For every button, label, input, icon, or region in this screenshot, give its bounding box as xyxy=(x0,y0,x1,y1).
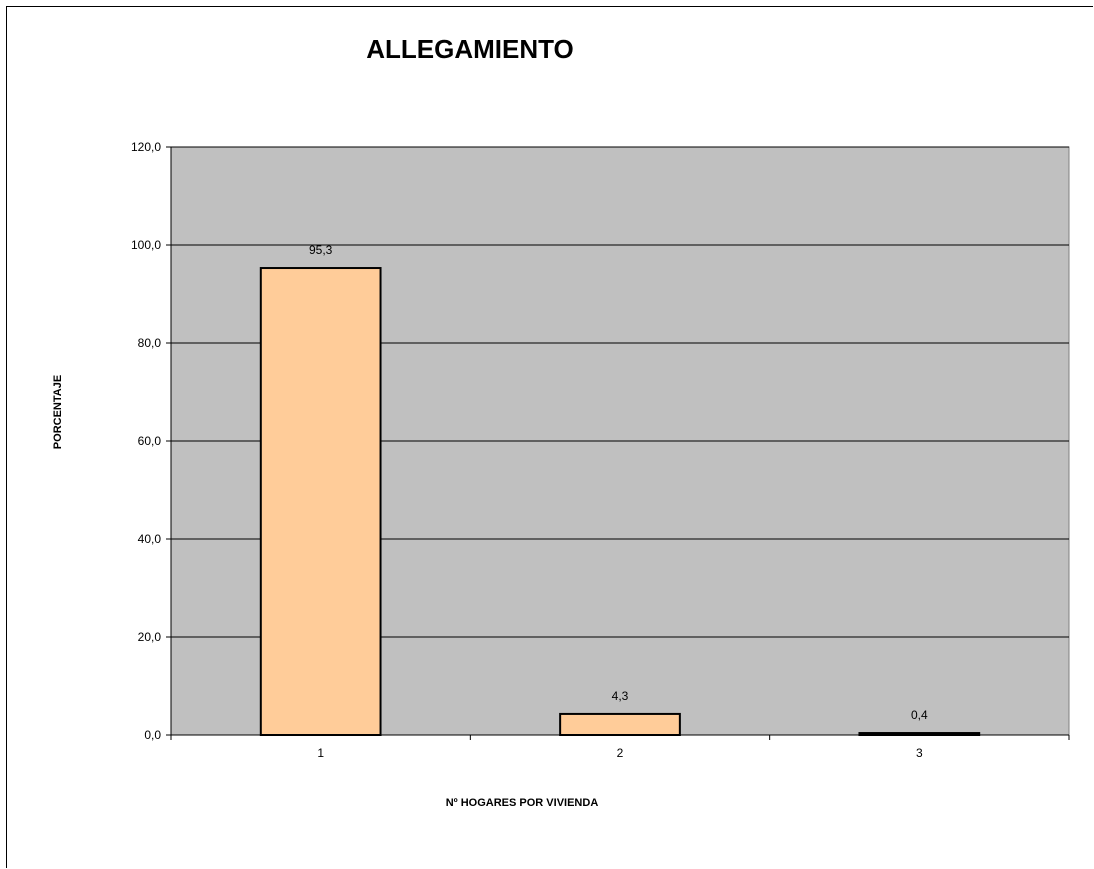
data-label: 95,3 xyxy=(309,243,333,257)
chart-title: ALLEGAMIENTO xyxy=(366,34,574,64)
data-label: 4,3 xyxy=(612,689,629,703)
y-tick-label: 60,0 xyxy=(138,434,162,448)
y-tick-label: 120,0 xyxy=(131,140,161,154)
x-tick-label: 2 xyxy=(617,746,624,760)
y-tick-label: 100,0 xyxy=(131,238,161,252)
x-axis: 1 2 3 xyxy=(170,734,1070,760)
bar xyxy=(559,712,681,736)
y-tick-label: 80,0 xyxy=(138,336,162,350)
data-labels: 95,3 4,3 0,4 xyxy=(309,243,928,722)
y-tick-label: 20,0 xyxy=(138,630,162,644)
x-tick-label: 1 xyxy=(317,746,324,760)
y-axis-title: PORCENTAJE xyxy=(52,375,64,449)
x-axis-title: Nº HOGARES POR VIVIENDA xyxy=(446,797,599,809)
y-axis: 0,0 20,0 40,0 60,0 80,0 100,0 120,0 xyxy=(131,140,172,742)
y-tick-label: 0,0 xyxy=(144,728,161,742)
bar xyxy=(259,267,382,736)
x-tick-label: 3 xyxy=(916,746,923,760)
data-label: 0,4 xyxy=(911,708,928,722)
y-tick-label: 40,0 xyxy=(138,532,162,546)
